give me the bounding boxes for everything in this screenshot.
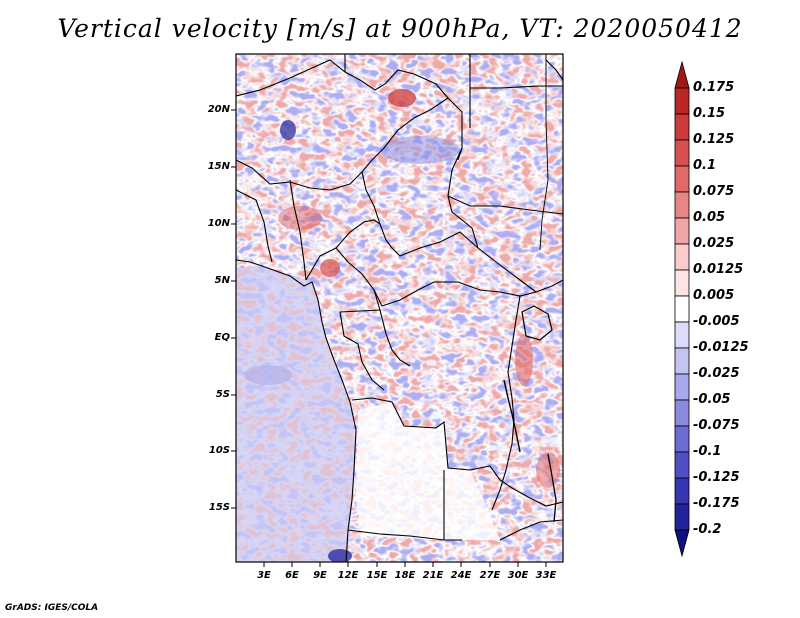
lon-label-9e: 9E (313, 570, 327, 581)
colorbar-label: 0.005 (693, 288, 735, 303)
colorbar-swatch (674, 165, 690, 193)
lon-label-27e: 27E (479, 570, 501, 581)
colorbar-label: 0.125 (693, 132, 735, 147)
colorbar-swatch (674, 451, 690, 479)
colorbar-label: 0.15 (693, 106, 726, 121)
chart-title: Vertical velocity [m/s] at 900hPa, VT: 2… (57, 14, 743, 43)
colorbar-label: -0.005 (693, 314, 740, 329)
lon-label-24e: 24E (450, 570, 472, 581)
lat-label-15s: 15S (208, 502, 230, 513)
lon-label-12e: 12E (337, 570, 359, 581)
colorbar-swatch (674, 113, 690, 141)
colorbar-label: 0.075 (693, 184, 735, 199)
colorbar-label: 0.05 (693, 210, 726, 225)
colorbar-swatch (674, 347, 690, 375)
country-borders (236, 54, 563, 562)
colorbar-swatch (674, 191, 690, 219)
lon-label-15e: 15E (366, 570, 388, 581)
colorbar-label: 0.1 (693, 158, 717, 173)
colorbar-swatch (674, 399, 690, 427)
colorbar-swatch (674, 269, 690, 297)
colorbar-swatch (674, 373, 690, 401)
colorbar-label: -0.0125 (693, 340, 749, 355)
lat-label-10n: 10N (207, 218, 230, 229)
colorbar-label: 0.0125 (693, 262, 744, 277)
map-frame (235, 53, 564, 563)
lon-label-33e: 33E (535, 570, 557, 581)
axis-ticks (231, 109, 547, 567)
lat-label-5s: 5S (215, 389, 230, 400)
colorbar-label: 0.025 (693, 236, 735, 251)
colorbar-label: -0.075 (693, 418, 740, 433)
lon-label-21e: 21E (422, 570, 444, 581)
lat-label-5n: 5N (214, 275, 230, 286)
colorbar-swatch (674, 243, 690, 271)
colorbar-label: -0.125 (693, 470, 740, 485)
lon-label-30e: 30E (507, 570, 529, 581)
lon-label-3e: 3E (257, 570, 271, 581)
colorbar-swatch (674, 321, 690, 349)
colorbar-label: -0.2 (693, 522, 722, 537)
colorbar-swatch (674, 139, 690, 167)
colorbar (674, 60, 690, 558)
colorbar-label: -0.025 (693, 366, 740, 381)
lat-label-20n: 20N (207, 104, 230, 115)
colorbar-label: -0.05 (693, 392, 731, 407)
colorbar-label: 0.175 (693, 80, 735, 95)
vertical-velocity-field (236, 54, 563, 562)
colorbar-swatch (674, 529, 690, 558)
colorbar-swatch (674, 425, 690, 453)
lat-label-10s: 10S (208, 445, 230, 456)
colorbar-swatch (674, 217, 690, 245)
colorbar-label: -0.1 (693, 444, 722, 459)
colorbar-swatch (674, 60, 690, 89)
colorbar-swatch (674, 503, 690, 531)
lon-label-18e: 18E (394, 570, 416, 581)
colorbar-label: -0.175 (693, 496, 740, 511)
lat-label-eq: EQ (214, 332, 230, 343)
lat-label-15n: 15N (207, 161, 230, 172)
colorbar-swatch (674, 477, 690, 505)
colorbar-swatch (674, 295, 690, 323)
colorbar-swatch (674, 87, 690, 115)
grads-credit: GrADS: IGES/COLA (5, 603, 99, 613)
lon-label-6e: 6E (285, 570, 299, 581)
